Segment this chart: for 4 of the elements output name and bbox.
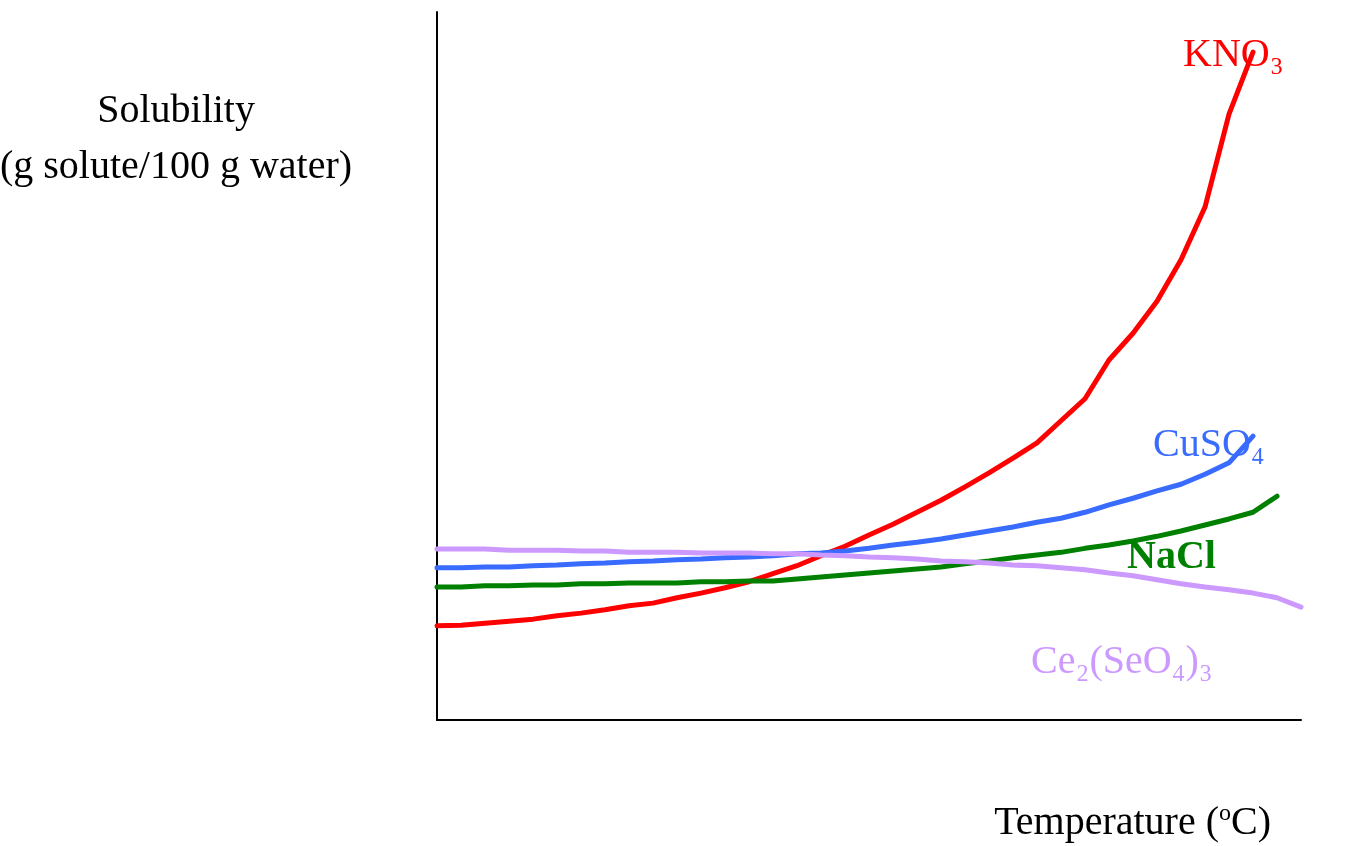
series-label: Ce₂(SeO₄)₃ [1031, 636, 1213, 682]
series-label: NaCl [1127, 531, 1216, 577]
series-label: KNO₃ [1183, 29, 1284, 75]
y-axis-title: Solubility (g solute/100 g water) [0, 85, 353, 187]
